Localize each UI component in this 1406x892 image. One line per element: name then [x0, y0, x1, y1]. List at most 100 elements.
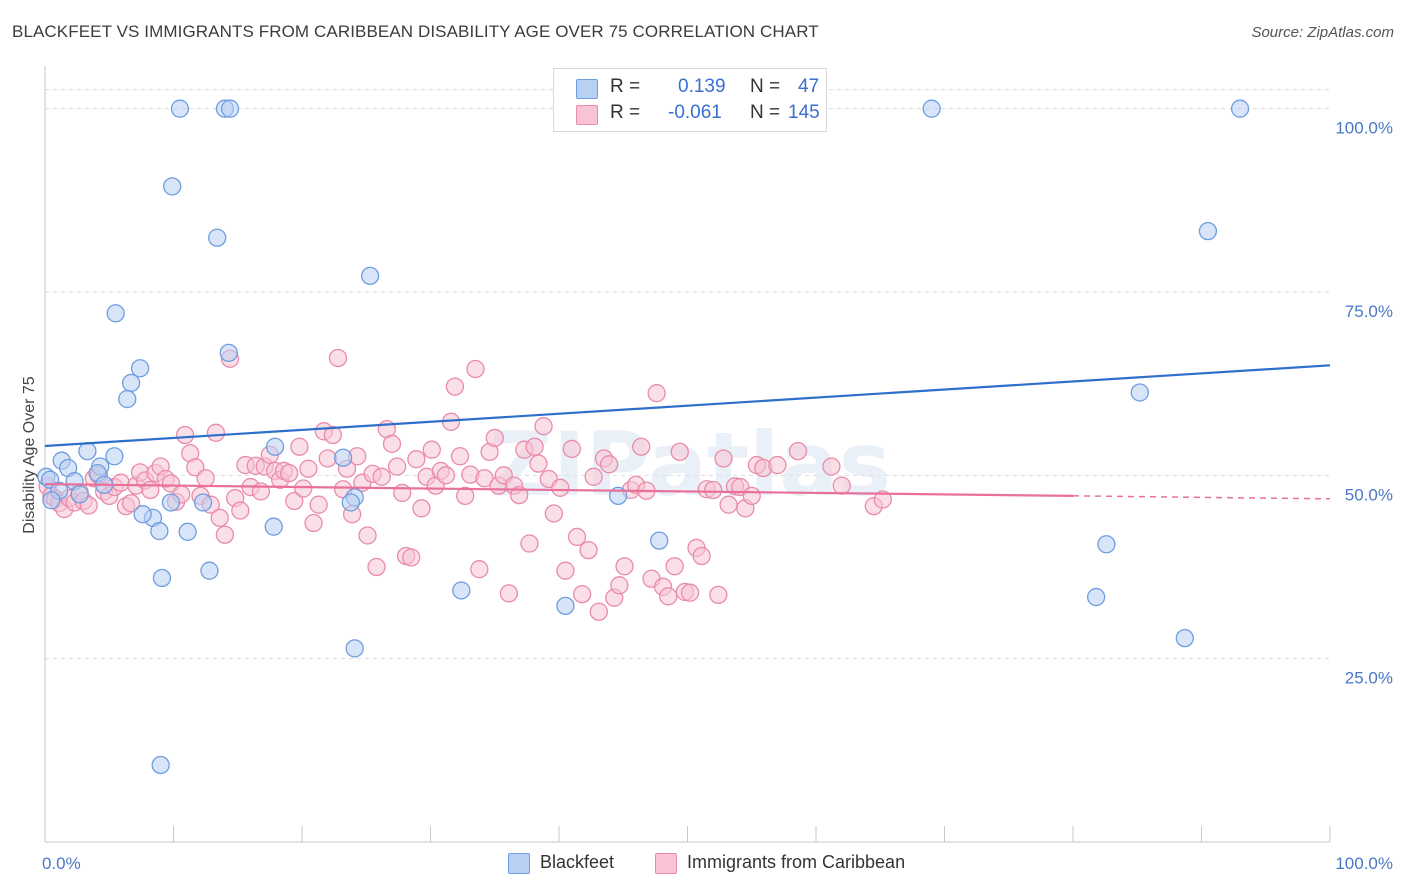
bottom-swatch-blue	[508, 853, 530, 874]
data-point	[692, 546, 711, 566]
data-point	[121, 373, 141, 393]
data-point	[1086, 587, 1106, 607]
correlation-legend: R = 0.139 N = 47 R = -0.061 N = 145	[553, 68, 827, 132]
data-point	[584, 467, 603, 486]
data-point	[206, 423, 226, 442]
data-point	[499, 584, 519, 603]
data-point	[873, 490, 892, 509]
data-point	[121, 494, 141, 513]
series-blackfeet	[37, 99, 1250, 775]
data-point	[659, 587, 678, 606]
data-point	[466, 359, 485, 379]
data-point	[208, 228, 227, 247]
y-tick-label: 50.0%	[1345, 485, 1393, 504]
data-point	[615, 557, 634, 576]
data-point	[170, 99, 190, 118]
data-point	[215, 525, 235, 544]
data-point	[265, 437, 285, 456]
x-tick-label: 0.0%	[42, 854, 81, 873]
data-point	[130, 359, 150, 378]
data-point	[422, 440, 441, 459]
axes	[44, 66, 1331, 843]
data-point	[456, 486, 475, 506]
data-point	[485, 428, 504, 448]
legend-n-value: 47	[798, 76, 820, 97]
data-point	[304, 513, 323, 533]
data-point	[768, 455, 787, 475]
legend-r-label: R =	[610, 76, 641, 97]
data-point	[323, 425, 342, 445]
data-point	[589, 602, 608, 621]
grid-lines	[45, 89, 1330, 660]
data-point	[709, 585, 728, 605]
data-point	[632, 437, 651, 456]
data-point	[1175, 628, 1194, 648]
trend-line-blackfeet	[44, 364, 1331, 448]
legend-swatch-blue	[576, 79, 598, 99]
data-point	[309, 495, 328, 514]
data-point	[367, 557, 386, 577]
data-point	[285, 491, 304, 511]
trend-line-caribbean	[44, 483, 1074, 497]
legend-r-label: R =	[610, 102, 641, 123]
data-point	[665, 557, 684, 576]
data-point	[231, 501, 250, 520]
data-point	[345, 639, 364, 658]
data-point	[445, 377, 465, 396]
data-point	[670, 442, 689, 462]
data-point	[599, 455, 619, 474]
y-tick-label: 100.0%	[1335, 119, 1393, 138]
data-point	[922, 99, 941, 118]
data-point	[150, 521, 169, 541]
data-point	[742, 486, 761, 506]
data-point	[704, 480, 723, 500]
bottom-legend-label: Immigrants from Caribbean	[687, 852, 906, 872]
data-point	[556, 561, 575, 580]
data-point	[412, 499, 431, 518]
data-point	[1097, 535, 1116, 554]
data-point	[70, 485, 89, 504]
data-point	[647, 384, 666, 403]
data-point	[387, 457, 407, 476]
legend-n-label: N =	[750, 76, 781, 97]
data-point	[529, 454, 548, 473]
y-axis-title: Disability Age Over 75	[21, 376, 38, 534]
data-point	[111, 473, 130, 492]
data-point	[719, 495, 738, 514]
data-point	[562, 439, 581, 459]
data-point	[193, 493, 213, 512]
data-point	[788, 441, 808, 461]
data-point	[175, 425, 195, 445]
data-point	[610, 576, 629, 595]
series-caribbean	[38, 348, 892, 621]
data-point	[279, 463, 299, 483]
data-point	[106, 304, 125, 323]
data-point	[680, 583, 700, 602]
data-point	[510, 485, 529, 505]
data-point	[105, 447, 124, 466]
bottom-legend-label: Blackfeet	[540, 852, 615, 872]
data-point	[470, 560, 489, 579]
data-point	[210, 508, 229, 528]
y-tick-label: 25.0%	[1345, 669, 1393, 688]
data-point	[382, 434, 402, 453]
legend-swatch-pink	[576, 105, 598, 125]
y-tick-label: 75.0%	[1345, 302, 1393, 321]
legend-r-value: -0.061	[668, 102, 722, 123]
data-point	[341, 493, 360, 512]
data-point	[393, 483, 412, 503]
data-point	[358, 526, 377, 545]
data-point	[118, 389, 137, 409]
legend-r-value: 0.139	[678, 76, 726, 97]
y-tick-labels: 25.0% 50.0% 75.0% 100.0%	[1335, 119, 1393, 688]
data-point	[220, 99, 240, 118]
data-point	[42, 491, 61, 510]
legend-n-label: N =	[750, 102, 781, 123]
data-point	[520, 534, 539, 553]
data-point	[551, 478, 570, 497]
data-point	[328, 348, 348, 368]
data-point	[407, 450, 426, 469]
data-point	[1130, 383, 1149, 402]
data-point	[318, 449, 337, 468]
